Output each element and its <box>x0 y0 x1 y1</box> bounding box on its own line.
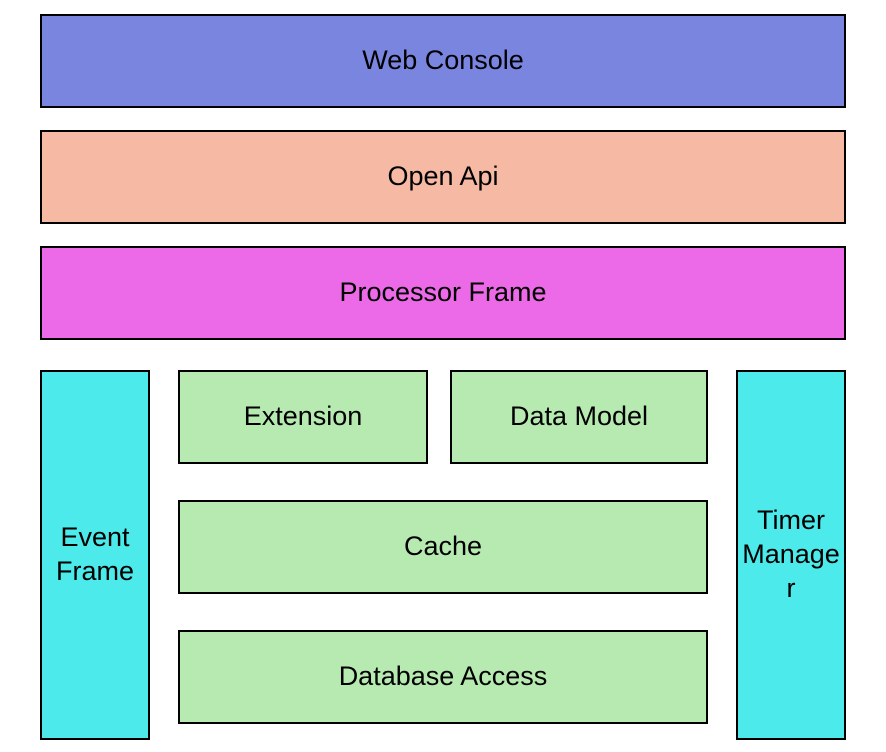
block-timer-manager: Timer Manager <box>736 370 846 740</box>
block-label-processor-frame: Processor Frame <box>339 276 546 310</box>
block-label-extension: Extension <box>244 400 363 434</box>
block-web-console: Web Console <box>40 14 846 108</box>
block-label-data-model: Data Model <box>510 400 648 434</box>
block-processor-frame: Processor Frame <box>40 246 846 340</box>
diagram-canvas: Web Console Open Api Processor Frame Event … <box>0 0 886 752</box>
block-cache: Cache <box>178 500 708 594</box>
block-data-model: Data Model <box>450 370 708 464</box>
block-label-database-access: Database Access <box>339 660 548 694</box>
block-database-access: Database Access <box>178 630 708 724</box>
block-extension: Extension <box>178 370 428 464</box>
block-open-api: Open Api <box>40 130 846 224</box>
block-label-timer-manager: Timer Manager <box>742 504 840 605</box>
block-label-open-api: Open Api <box>387 160 498 194</box>
block-label-event-frame: Event Frame <box>56 521 134 589</box>
block-label-web-console: Web Console <box>362 44 524 78</box>
block-event-frame: Event Frame <box>40 370 150 740</box>
block-label-cache: Cache <box>404 530 482 564</box>
